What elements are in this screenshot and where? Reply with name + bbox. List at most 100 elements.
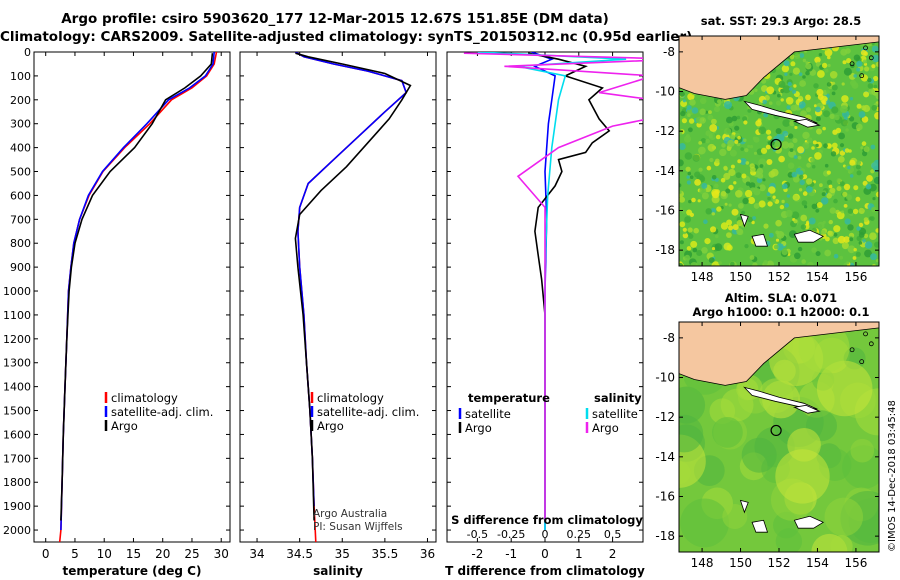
map-texture	[736, 219, 743, 227]
island-outline	[793, 404, 821, 414]
map-texture	[864, 241, 873, 249]
map-texture	[870, 144, 876, 150]
map-texture	[847, 208, 854, 214]
map-texture	[731, 115, 738, 122]
map-texture	[823, 97, 828, 102]
y-tick-label: 1400	[3, 381, 31, 394]
map-texture	[782, 130, 789, 137]
legend-label: Argo	[465, 421, 492, 435]
map-texture	[766, 86, 775, 95]
island-outline	[859, 73, 865, 79]
map-texture	[847, 224, 854, 231]
map-texture	[682, 99, 687, 103]
map-texture	[789, 55, 795, 60]
map-texture	[713, 183, 719, 189]
map-texture	[836, 211, 845, 220]
panel-difference: -2 -1 0 1 2 T difference from climatology temp…	[445, 51, 645, 578]
map-texture	[849, 174, 854, 178]
map-texture	[683, 231, 687, 235]
map-texture	[797, 155, 802, 160]
map-texture	[720, 190, 727, 197]
map-texture	[741, 210, 746, 215]
map-texture	[710, 208, 717, 214]
series-group	[294, 52, 412, 542]
map-texture	[821, 197, 829, 205]
map-texture	[814, 56, 821, 64]
map-texture	[747, 144, 751, 148]
lon-tick-label: 152	[768, 556, 791, 570]
s-tick-label: 0.25	[567, 528, 592, 541]
lat-tick-label: -16	[655, 203, 675, 217]
map-texture	[856, 60, 863, 67]
map-texture	[699, 117, 706, 124]
map-texture	[817, 221, 825, 229]
x-axis-label: T difference from climatology	[445, 564, 645, 578]
x-tick-label: 20	[155, 547, 170, 561]
map-texture	[715, 158, 720, 164]
map-texture	[709, 124, 718, 132]
map-texture	[711, 247, 716, 251]
map-texture	[689, 175, 694, 179]
map-texture	[863, 146, 870, 153]
x-tick-label: 35.5	[372, 547, 399, 561]
map-texture	[716, 206, 722, 212]
map-texture	[833, 198, 838, 204]
map-texture	[679, 159, 684, 167]
x-axis-label: salinity	[313, 564, 363, 578]
map-texture	[800, 224, 807, 230]
map-texture	[692, 247, 698, 253]
map-texture	[775, 238, 780, 242]
map-texture	[871, 64, 876, 69]
map-texture	[855, 196, 861, 202]
map-texture	[824, 497, 864, 537]
map-texture	[721, 143, 726, 148]
map-texture	[688, 118, 695, 124]
map-texture	[708, 132, 716, 141]
map-texture	[863, 62, 868, 66]
map-texture	[793, 84, 797, 88]
y-tick-label: 200	[10, 94, 31, 107]
map-texture	[794, 53, 801, 60]
map-texture	[785, 97, 794, 105]
map-texture	[681, 118, 688, 124]
map-texture	[860, 74, 869, 82]
map-texture	[687, 113, 691, 117]
map-texture	[776, 231, 785, 239]
map-texture	[743, 120, 748, 125]
map-texture	[818, 53, 823, 57]
map-texture	[718, 261, 722, 265]
map-texture	[688, 127, 693, 133]
lon-tick-label: 152	[768, 270, 791, 284]
credit-line-2: PI: Susan Wijffels	[313, 521, 403, 533]
panel-frame	[33, 51, 231, 543]
map-field	[679, 322, 879, 552]
y-tick-label: 100	[10, 70, 31, 83]
map-texture	[862, 180, 868, 186]
map-texture	[679, 386, 706, 424]
imos-timestamp: ©IMOS 14-Dec-2018 03:45:48	[887, 400, 898, 552]
map-texture	[780, 98, 784, 102]
island-outline	[863, 331, 868, 337]
sla-map: 148 150 152 154 156 -8 -10 -12 -14 -16 -18	[655, 321, 880, 570]
y-tick-label: 1800	[3, 476, 31, 489]
map-texture	[689, 99, 696, 106]
island-outline	[751, 519, 769, 533]
y-tick-label: 500	[10, 166, 31, 179]
map-texture	[855, 251, 861, 257]
map-texture	[833, 225, 841, 233]
map-texture	[726, 232, 732, 239]
map-texture	[802, 131, 810, 140]
map-texture	[826, 89, 830, 94]
map-texture	[853, 248, 857, 252]
map-texture	[686, 209, 693, 216]
map-texture	[679, 461, 691, 485]
map-texture	[753, 203, 760, 209]
map-texture	[765, 144, 771, 150]
map-texture	[824, 249, 832, 257]
map-texture	[741, 437, 777, 473]
map-texture	[873, 176, 879, 185]
map-texture	[862, 239, 866, 243]
map-texture	[679, 143, 686, 150]
map-texture	[801, 259, 806, 264]
